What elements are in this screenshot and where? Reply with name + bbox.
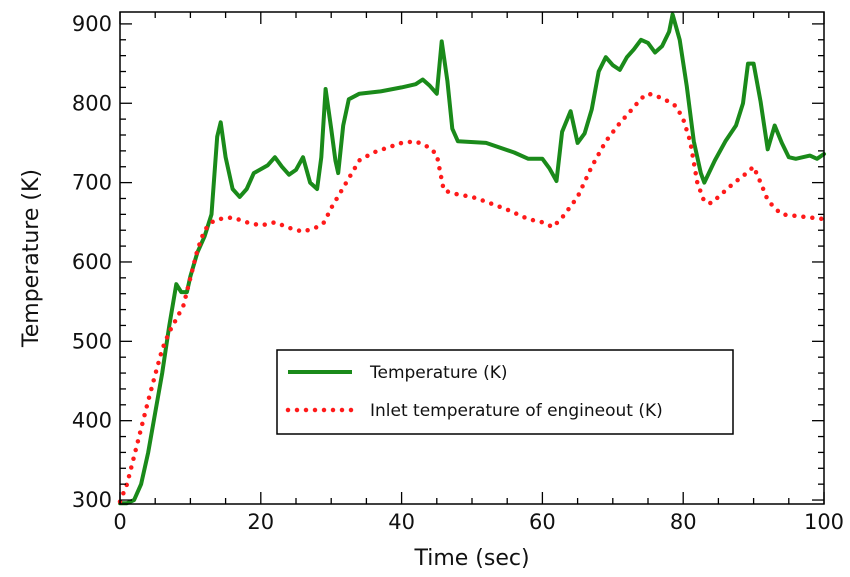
- legend-box: [276, 349, 734, 435]
- x-tick-label: 0: [113, 510, 126, 534]
- axis-tick-labels: 0 20 40 60 80 100 300 400 500 600 700 800 900: [72, 12, 844, 534]
- legend-label-temperature: Temperature (K): [369, 363, 508, 383]
- y-tick-label: 300: [72, 488, 112, 512]
- x-tick-label: 40: [388, 510, 415, 534]
- x-tick-label: 20: [247, 510, 274, 534]
- y-axis-title: Temperature (K): [19, 169, 44, 348]
- y-tick-label: 600: [72, 250, 112, 274]
- y-tick-label: 500: [72, 329, 112, 353]
- x-axis-title: Time (sec): [413, 546, 529, 571]
- x-tick-label: 100: [804, 510, 844, 534]
- series-lines: [117, 12, 827, 506]
- x-tick-label: 80: [670, 510, 697, 534]
- axis-ticks: [119, 12, 825, 504]
- legend: Temperature (K) Inlet temperature of eng…: [276, 349, 734, 435]
- y-tick-label: 900: [72, 12, 112, 36]
- legend-label-inlet-temperature: Inlet temperature of engineout (K): [370, 401, 663, 421]
- y-tick-label: 700: [72, 171, 112, 195]
- y-tick-label: 800: [72, 91, 112, 115]
- y-tick-label: 400: [72, 409, 112, 433]
- series-line-temperature: [118, 12, 826, 506]
- x-tick-label: 60: [529, 510, 556, 534]
- series-line-inlet-temperature: [117, 91, 827, 504]
